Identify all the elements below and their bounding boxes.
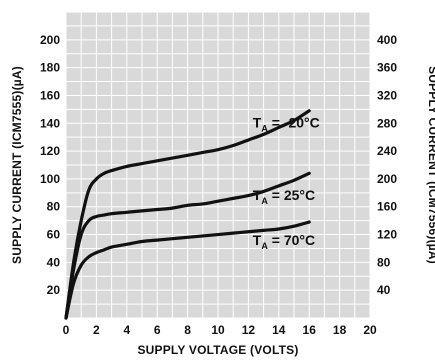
x-tick-labels: 0 2 4 6 8 10 12 14 16 18 20 [63, 323, 377, 337]
y-tick-label-left: 60 [47, 228, 61, 242]
y-tick-label-right: 400 [377, 33, 397, 47]
y-tick-label-left: 140 [40, 116, 60, 130]
y-tick-label-right: 40 [377, 283, 391, 297]
x-tick-label: 16 [303, 323, 317, 337]
series-lines [64, 109, 311, 320]
series-line [64, 171, 311, 320]
x-tick-label: 8 [184, 323, 191, 337]
x-tick-label: 18 [333, 323, 347, 337]
x-tick-label: 0 [63, 323, 70, 337]
x-axis-label: SUPPLY VOLTAGE (VOLTS) [137, 343, 298, 357]
y-tick-label-right: 320 [377, 88, 397, 102]
y-tick-label-right: 200 [377, 172, 397, 186]
y-tick-label-left: 120 [40, 144, 60, 158]
series-label: TA = 70°C [253, 232, 315, 251]
y-tick-label-right: 280 [377, 116, 397, 130]
y-tick-label-right: 240 [377, 144, 397, 158]
left-tick-labels: 20 40 60 80 100 120 140 160 180 200 [40, 33, 60, 297]
series-label: TA = 25°C [253, 187, 315, 206]
y-tick-label-right: 160 [377, 200, 397, 214]
y-axis-label-right: SUPPLY CURRENT (ICM7556)(µA) [426, 66, 435, 264]
x-tick-label: 12 [242, 323, 256, 337]
y-tick-label-left: 20 [47, 283, 61, 297]
series-label: TA = -20°C [253, 114, 320, 133]
y-tick-label-left: 40 [47, 255, 61, 269]
x-tick-label: 6 [154, 323, 161, 337]
y-tick-label-left: 160 [40, 88, 60, 102]
series-line [64, 220, 311, 320]
y-tick-label-right: 120 [377, 228, 397, 242]
x-tick-label: 14 [272, 323, 286, 337]
y-tick-label-left: 80 [47, 200, 61, 214]
y-tick-label-left: 100 [40, 172, 60, 186]
x-tick-label: 2 [93, 323, 100, 337]
grid [65, 11, 371, 319]
series-labels: TA = -20°C TA = 25°C TA = 70°C [253, 114, 320, 251]
y-tick-label-right: 360 [377, 61, 397, 75]
y-tick-label-left: 200 [40, 33, 60, 47]
series-line [64, 109, 311, 320]
x-tick-label: 4 [123, 323, 130, 337]
right-tick-labels: 40 80 120 160 200 240 280 320 360 400 [377, 33, 397, 297]
x-tick-label: 20 [363, 323, 377, 337]
y-axis-label-left: SUPPLY CURRENT (ICM7555)(µA) [10, 66, 24, 264]
y-tick-label-right: 80 [377, 255, 391, 269]
x-tick-label: 10 [211, 323, 225, 337]
y-tick-label-left: 180 [40, 61, 60, 75]
